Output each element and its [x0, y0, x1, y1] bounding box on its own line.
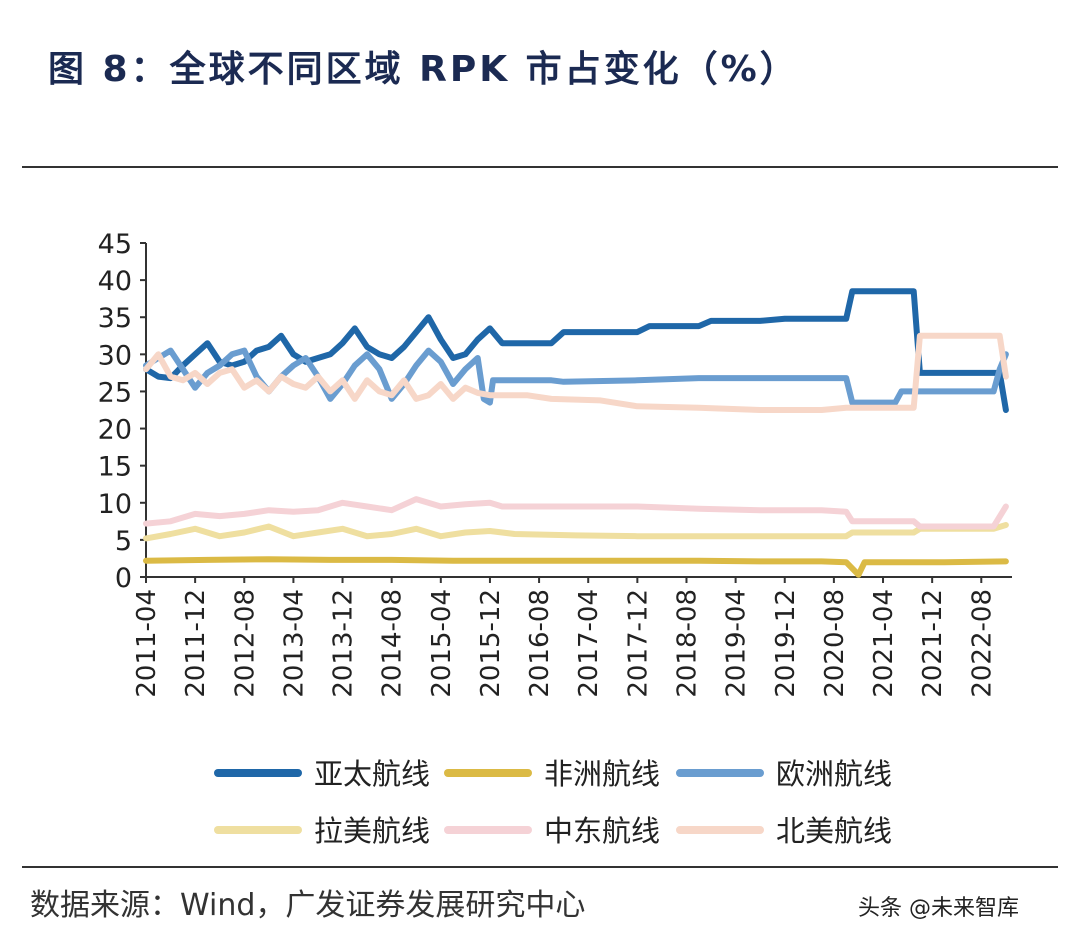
x-tick-label: 2022-08 — [967, 589, 997, 698]
legend-label: 北美航线 — [776, 814, 892, 848]
y-tick-label: 10 — [98, 489, 132, 520]
x-tick-label: 2020-08 — [820, 589, 850, 698]
x-tick-label: 2017-12 — [623, 589, 653, 698]
legend-label: 欧洲航线 — [776, 757, 892, 791]
x-tick-label: 2019-12 — [771, 589, 801, 698]
series-line-0 — [143, 288, 1009, 413]
y-tick-label: 40 — [98, 266, 132, 297]
y-tick-label: 30 — [98, 340, 132, 371]
x-tick-label: 2011-12 — [181, 589, 211, 698]
legend-label: 拉美航线 — [314, 814, 430, 848]
x-tick-label: 2021-12 — [918, 589, 948, 698]
legend-label: 中东航线 — [544, 814, 660, 848]
x-tick-label: 2016-08 — [525, 589, 555, 698]
legend-label: 非洲航线 — [544, 757, 660, 791]
y-tick-label: 25 — [98, 377, 132, 408]
series-line-1 — [143, 556, 1009, 578]
y-tick-label: 0 — [115, 563, 132, 594]
chart-title: 图 8：全球不同区域 RPK 市占变化（%） — [48, 49, 799, 90]
y-tick-label: 15 — [98, 452, 132, 483]
x-tick-label: 2021-04 — [869, 589, 899, 698]
y-tick-label: 45 — [98, 229, 132, 260]
x-tick-label: 2013-04 — [279, 589, 309, 698]
series-line-5 — [143, 332, 1009, 413]
bottom-divider — [22, 866, 1058, 868]
y-tick-label: 20 — [98, 415, 132, 446]
legend-label: 亚太航线 — [314, 757, 430, 791]
y-tick-label: 5 — [115, 526, 132, 557]
x-tick-label: 2013-12 — [329, 589, 359, 698]
x-tick-label: 2015-04 — [427, 589, 457, 698]
x-tick-label: 2019-04 — [722, 589, 752, 698]
axes: 0 5 10 15 20 25 30 35 40 45 2011-04 2011-12 2012-08 2… — [98, 229, 1012, 698]
x-tick-label: 2012-08 — [230, 589, 260, 698]
x-tick-label: 2017-04 — [574, 589, 604, 698]
watermark: 头条 @未来智库 — [858, 896, 1019, 921]
series-lines — [143, 288, 1009, 578]
x-tick-label: 2014-08 — [378, 589, 408, 698]
source-note: 数据来源：Wind，广发证券发展研究中心 — [30, 888, 586, 923]
x-tick-label: 2011-04 — [132, 589, 162, 698]
top-divider — [22, 166, 1058, 168]
y-tick-label: 35 — [98, 303, 132, 334]
series-line-3 — [143, 522, 1009, 542]
series-line-4 — [143, 496, 1009, 530]
x-tick-label: 2018-08 — [672, 589, 702, 698]
series-line-2 — [143, 347, 1009, 406]
x-tick-label: 2015-12 — [476, 589, 506, 698]
line-chart: 0 5 10 15 20 25 30 35 40 45 2011-04 2011-12 2012-08 2… — [98, 229, 1012, 848]
